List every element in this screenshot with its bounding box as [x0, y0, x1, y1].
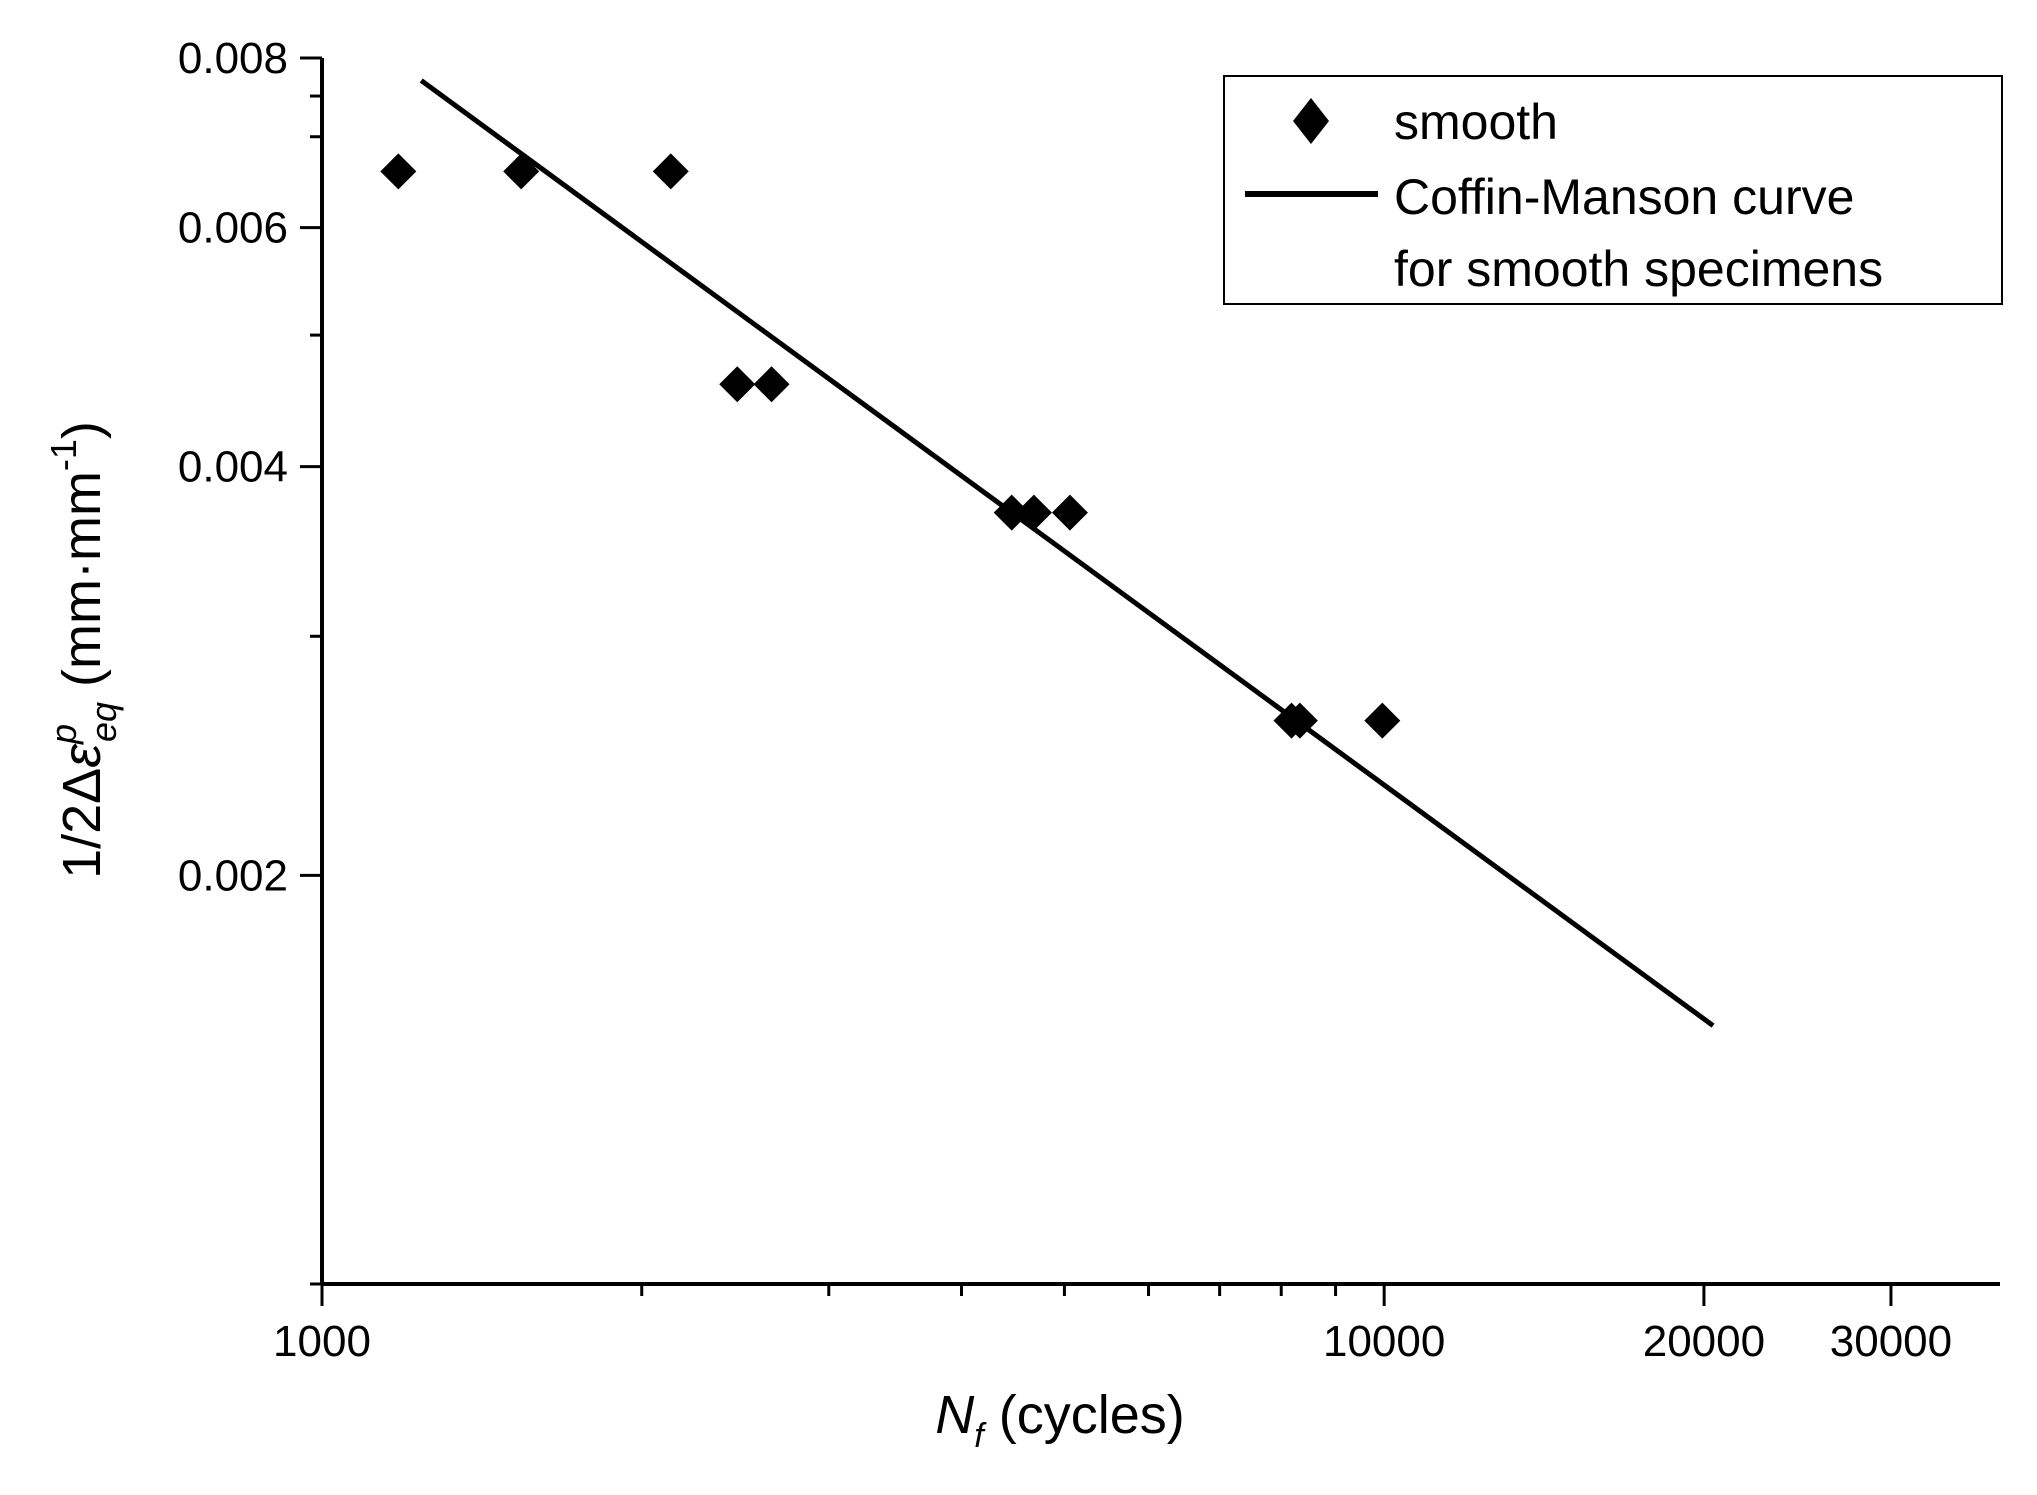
- x-tick-label: 10000: [1323, 1317, 1445, 1366]
- y-tick-label: 0.002: [178, 851, 288, 900]
- coffin-manson-line: [419, 78, 1715, 1028]
- legend-label-smooth: smooth: [1394, 94, 1558, 150]
- legend-diamond-icon: [1293, 98, 1329, 144]
- x-tick-label: 1000: [273, 1317, 371, 1366]
- legend-label-coffin-manson-line2: for smooth specimens: [1394, 241, 1883, 297]
- axes: [320, 58, 2000, 1286]
- smooth-data-point: [719, 366, 756, 403]
- y-tick-label: 0.006: [178, 204, 288, 253]
- legend-label-coffin-manson-line1: Coffin-Manson curve: [1394, 169, 1854, 225]
- legend-box: [1223, 75, 2003, 305]
- smooth-data-point: [993, 494, 1030, 531]
- smooth-data-point: [753, 366, 790, 403]
- x-axis-title: Nf (cycles): [935, 1385, 1184, 1455]
- y-axis-title: 1/2Δεpeq (mm·mm-1): [43, 421, 124, 879]
- y-tick-label: 0.008: [178, 34, 288, 83]
- smooth-data-point: [380, 153, 417, 190]
- smooth-data-point: [503, 153, 540, 190]
- x-tick-label: 30000: [1830, 1317, 1952, 1366]
- smooth-data-point: [1364, 702, 1401, 739]
- ticks: 1000 10000 20000 30000 0.002 0.004 0.006 0.008: [178, 34, 1952, 1366]
- smooth-data-point: [1281, 702, 1318, 739]
- plot-area: [380, 78, 1715, 1028]
- smooth-data-point: [652, 153, 689, 190]
- smooth-data-point: [1015, 494, 1052, 531]
- legend: smooth Coffin-Manson curve for smooth sp…: [1223, 75, 2003, 305]
- smooth-data-point: [1051, 494, 1088, 531]
- x-tick-label: 20000: [1643, 1317, 1765, 1366]
- y-tick-label: 0.004: [178, 443, 288, 492]
